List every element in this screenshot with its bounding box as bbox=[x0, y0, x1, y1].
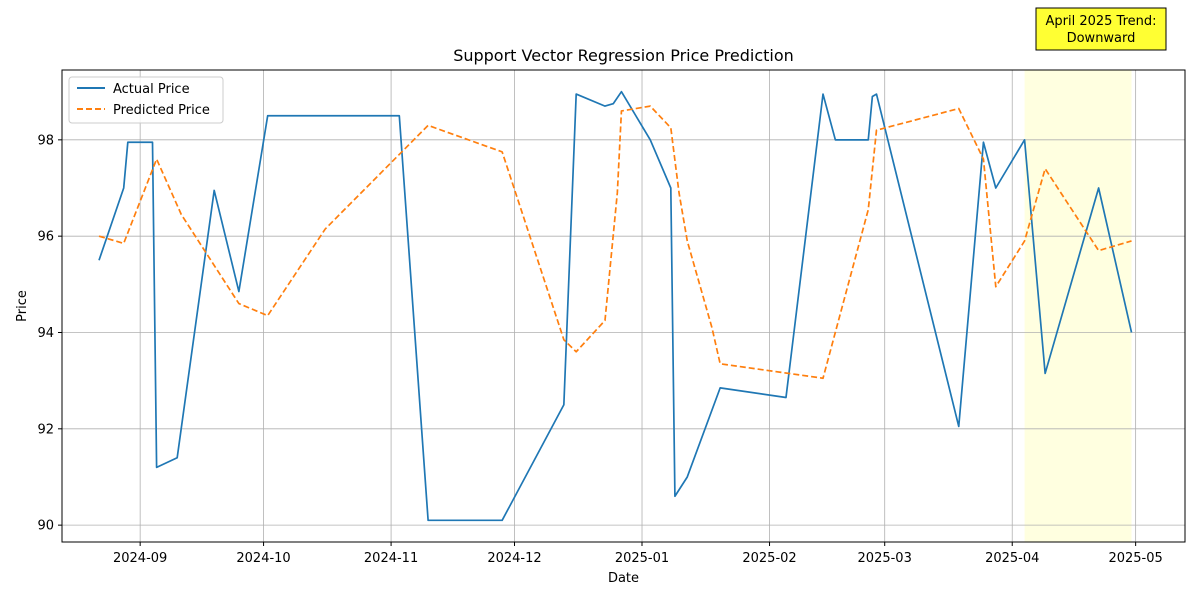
highlight-region bbox=[1024, 70, 1132, 542]
x-tick-label: 2024-10 bbox=[236, 551, 290, 566]
x-tick-label: 2025-01 bbox=[615, 551, 669, 566]
chart-title: Support Vector Regression Price Predicti… bbox=[453, 46, 794, 65]
y-tick-label: 94 bbox=[37, 326, 54, 341]
x-axis-label: Date bbox=[608, 571, 639, 586]
y-tick-label: 96 bbox=[37, 230, 54, 245]
highlight-layer bbox=[1024, 70, 1132, 542]
trend-annotation-line-1: April 2025 Trend: bbox=[1045, 14, 1156, 29]
legend-label-predicted: Predicted Price bbox=[113, 103, 210, 118]
x-tick-label: 2025-02 bbox=[742, 551, 796, 566]
tick-layer: 2024-09 2024-10 2024-11 2024-12 2025-01 2025-… bbox=[37, 133, 1162, 566]
series-line-predicted-price bbox=[98, 105, 1132, 380]
legend: Actual Price Predicted Price bbox=[68, 76, 224, 124]
x-tick-label: 2024-09 bbox=[113, 551, 167, 566]
x-tick-label: 2024-11 bbox=[364, 551, 418, 566]
legend-box bbox=[68, 76, 224, 124]
x-tick-label: 2025-05 bbox=[1108, 551, 1162, 566]
y-tick-label: 92 bbox=[37, 422, 54, 437]
x-tick-label: 2025-04 bbox=[985, 551, 1039, 566]
x-tick-label: 2024-12 bbox=[487, 551, 541, 566]
y-tick-label: 90 bbox=[37, 519, 54, 534]
series-line-actual-price bbox=[98, 90, 1133, 522]
trend-annotation-box bbox=[1035, 7, 1167, 51]
grid-layer bbox=[62, 70, 1185, 542]
y-axis-label: Price bbox=[15, 290, 30, 322]
trend-annotation-line-2: Downward bbox=[1067, 31, 1136, 46]
legend-label-actual: Actual Price bbox=[113, 82, 190, 97]
y-tick-label: 98 bbox=[37, 133, 54, 148]
x-tick-label: 2025-03 bbox=[858, 551, 912, 566]
series-layer bbox=[98, 90, 1133, 522]
plot-frame bbox=[61, 69, 1186, 543]
trend-annotation: April 2025 Trend: Downward bbox=[1035, 7, 1167, 51]
